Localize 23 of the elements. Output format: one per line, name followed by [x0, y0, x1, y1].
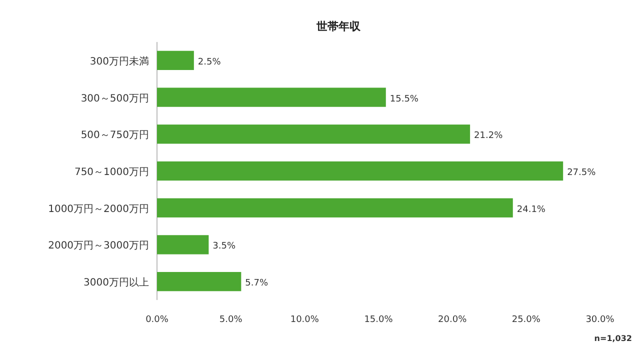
annotation: n=1,032 — [594, 334, 632, 343]
x-tick-label: 10.0% — [290, 315, 319, 325]
title: 世帯年収 — [316, 20, 360, 33]
data-label: 24.1% — [516, 204, 546, 215]
x-tick-label: 5.0% — [219, 315, 242, 325]
data-label: 5.7% — [245, 278, 268, 289]
data-label: 15.5% — [390, 94, 418, 104]
category-label: 750～1000万円 — [74, 167, 149, 178]
data-label: 3.5% — [212, 242, 236, 252]
data-label: 2.5% — [198, 57, 221, 68]
x-tick-label: 15.0% — [364, 315, 393, 325]
category-label: 500～750万円 — [80, 130, 149, 142]
category-label: 3000万円以上 — [84, 278, 149, 289]
category-label: 1000万円～2000万円 — [48, 204, 149, 215]
x-tick-label: 0.0% — [146, 315, 168, 325]
x-tick-label: 30.0% — [586, 315, 614, 325]
data-label: 27.5% — [567, 168, 596, 178]
x-tick-label: 25.0% — [512, 315, 540, 325]
category-label: 300～500万円 — [80, 93, 149, 104]
category-label: 2000万円～3000万円 — [48, 240, 149, 252]
x-tick-label: 20.0% — [438, 315, 467, 325]
category-label: 300万円未満 — [90, 56, 149, 68]
data-label: 21.2% — [474, 131, 503, 142]
